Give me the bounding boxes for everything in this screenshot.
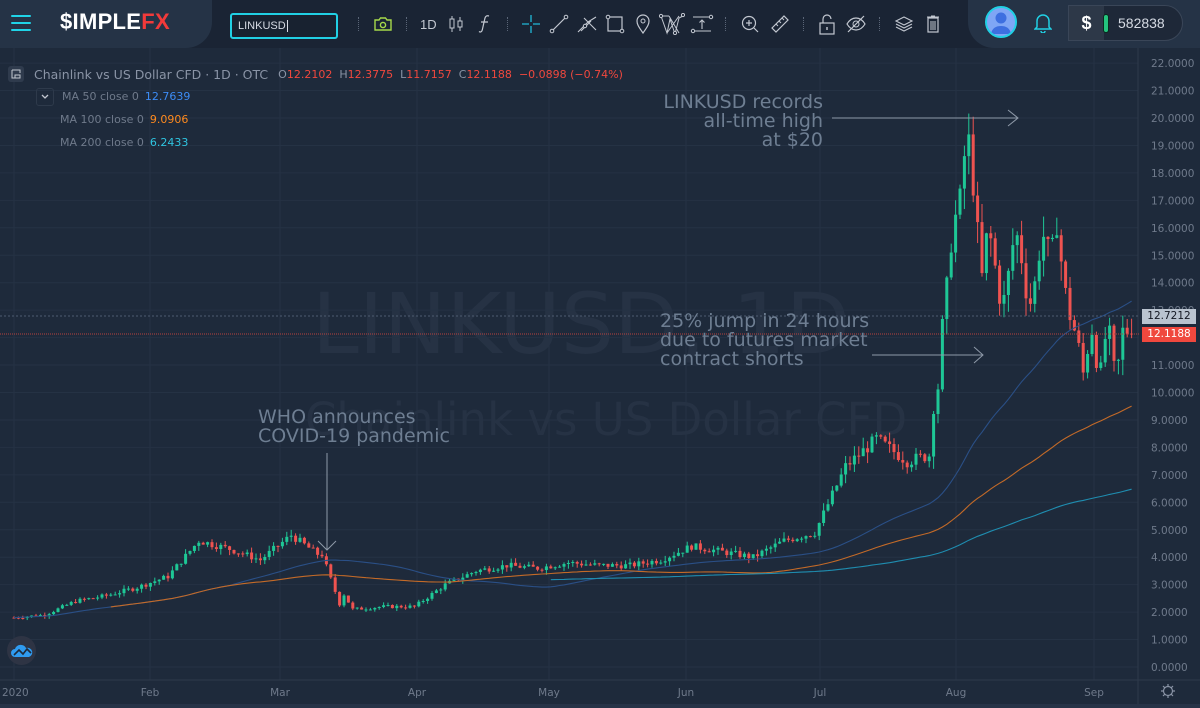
ma200-value: 6.2433 xyxy=(149,136,189,149)
candles-icon xyxy=(449,16,463,32)
cloud-chart-icon xyxy=(10,644,32,657)
toolbar-separator xyxy=(506,17,509,31)
pitchfork-icon xyxy=(577,16,597,33)
user-icon xyxy=(991,12,1011,34)
tradingview-logo[interactable] xyxy=(7,636,36,665)
menu-icon[interactable] xyxy=(11,15,31,33)
annotation-all-time-high[interactable]: LINKUSD records all-time high at $20 xyxy=(663,91,823,151)
annotation-covid[interactable]: WHO announces COVID-19 pandemic xyxy=(258,406,450,447)
delete-drawings-button[interactable] xyxy=(919,0,947,48)
logo-panel: $IMPLEFX xyxy=(0,0,212,48)
unlock-icon xyxy=(819,14,835,35)
close-value: 12.1188 xyxy=(466,67,512,81)
trend-line-icon xyxy=(549,14,568,34)
interval-button[interactable]: 1D xyxy=(420,16,437,32)
rectangle-tool[interactable] xyxy=(601,0,629,48)
camera-icon xyxy=(374,17,392,31)
top-toolbar: $IMPLEFX LINKUSD 1D xyxy=(0,0,1200,48)
trend-line-tool[interactable] xyxy=(545,0,573,48)
toolbar-separator xyxy=(802,17,805,31)
user-avatar[interactable] xyxy=(985,6,1017,38)
eye-off-icon xyxy=(845,15,866,33)
annotation-futures-jump[interactable]: 25% jump in 24 hours due to futures mark… xyxy=(660,310,870,370)
snapshot-button[interactable] xyxy=(368,0,398,48)
chart-type-button[interactable] xyxy=(441,0,471,48)
low-value: 11.7157 xyxy=(406,67,452,81)
indicators-button[interactable] xyxy=(471,0,499,48)
crosshair-tool[interactable] xyxy=(517,0,545,48)
balance-value: 582838 xyxy=(1118,15,1165,31)
ma100-value: 9.0906 xyxy=(149,113,189,126)
toolbar-separator xyxy=(878,17,881,31)
fib-tool[interactable] xyxy=(573,0,601,48)
ma50-value: 12.7639 xyxy=(144,90,191,103)
account-panel: $ 582838 xyxy=(968,0,1200,48)
notifications-button[interactable] xyxy=(1033,12,1053,37)
high-value: 12.3775 xyxy=(347,67,394,81)
open-value: 12.2102 xyxy=(286,67,333,81)
price-range-icon xyxy=(690,14,713,34)
account-balance[interactable]: $ 582838 xyxy=(1068,5,1183,41)
pattern-tool[interactable] xyxy=(657,0,687,48)
toolbar-separator xyxy=(724,17,727,31)
last-price-tag: 12.1188 xyxy=(1142,327,1196,342)
account-status-indicator xyxy=(1103,14,1109,33)
chevron-down-icon xyxy=(41,94,49,99)
map-pin-icon xyxy=(636,14,650,34)
ruler-tool[interactable] xyxy=(765,0,795,48)
trash-icon xyxy=(926,15,939,33)
measure-arrow-tool[interactable] xyxy=(687,0,717,48)
layers-icon xyxy=(894,16,913,32)
rectangle-icon xyxy=(605,14,624,34)
chart-settings-button[interactable] xyxy=(1160,683,1176,703)
collapse-indicators-button[interactable] xyxy=(36,87,54,106)
toolbar-separator xyxy=(358,17,360,31)
pin-tool[interactable] xyxy=(629,0,657,48)
zoom-in-icon xyxy=(741,15,759,33)
function-icon xyxy=(478,15,489,33)
ma200-legend: MA 200 close 0 6.2433 xyxy=(60,136,189,149)
pattern-icon xyxy=(658,13,685,35)
drawing-toolbar: 1D xyxy=(350,0,947,48)
bell-icon xyxy=(1033,14,1053,34)
ruler-icon xyxy=(770,15,789,33)
zoom-in-tool[interactable] xyxy=(735,0,765,48)
symbol-settings-button[interactable] xyxy=(8,66,24,82)
layers-button[interactable] xyxy=(889,0,919,48)
symbol-search-input[interactable]: LINKUSD xyxy=(230,13,338,39)
currency-symbol: $ xyxy=(1069,6,1104,40)
ma50-price-tag: 12.7212 xyxy=(1142,309,1196,324)
simplefx-logo[interactable]: $IMPLEFX xyxy=(60,9,170,34)
crosshair-icon xyxy=(521,15,540,33)
hide-drawings-button[interactable] xyxy=(841,0,871,48)
gear-icon xyxy=(1161,684,1175,698)
symbol-title: Chainlink vs US Dollar CFD · 1D · OTC xyxy=(34,66,269,82)
lock-button[interactable] xyxy=(813,0,841,48)
symbol-icon xyxy=(11,69,21,79)
ma100-legend: MA 100 close 0 9.0906 xyxy=(60,113,189,126)
ma50-legend: MA 50 close 0 12.7639 xyxy=(8,85,630,108)
change-value: −0.0898 (−0.74%) xyxy=(518,67,623,81)
toolbar-separator xyxy=(406,17,408,31)
